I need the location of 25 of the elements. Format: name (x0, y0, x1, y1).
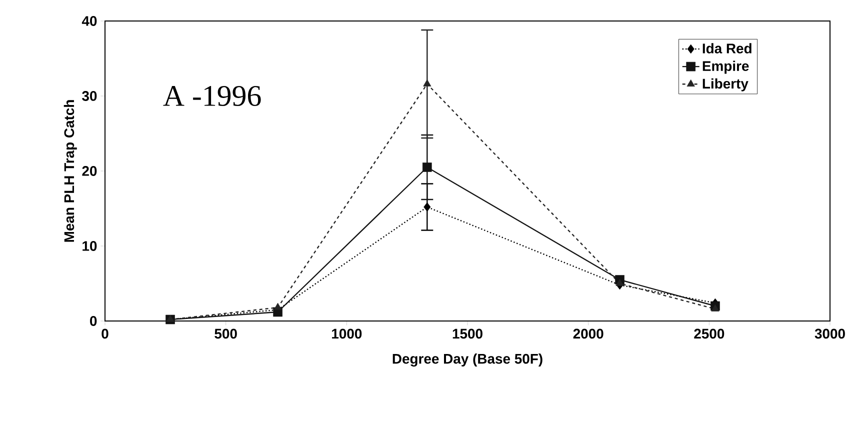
x-tick-label: 500 (214, 328, 237, 339)
legend-label: Liberty (702, 78, 748, 92)
point (424, 202, 431, 212)
x-axis-title: Degree Day (Base 50F) (392, 354, 542, 367)
y-tick-label: 30 (82, 91, 97, 101)
x-tick-label: 1000 (332, 328, 362, 339)
y-axis-title: Mean PLH Trap Catch (64, 100, 77, 242)
point (616, 278, 624, 286)
x-tick-label: 3000 (814, 328, 845, 339)
x-tick-label: 1500 (452, 328, 482, 339)
point (711, 304, 720, 312)
y-tick-label: 40 (82, 16, 97, 26)
y-tick-label: 10 (82, 241, 97, 251)
point (423, 79, 432, 86)
point (274, 302, 282, 310)
x-tick-label: 2500 (694, 328, 724, 339)
x-tick-label: 0 (102, 328, 108, 339)
y-tick-label: 0 (90, 316, 97, 326)
point (422, 162, 432, 172)
legend-label: Empire (702, 60, 749, 74)
annotation: A -1996 (163, 86, 261, 106)
legend-label: Ida Red (702, 43, 752, 54)
y-tick-label: 20 (82, 166, 97, 176)
x-tick-label: 2000 (573, 328, 604, 339)
point (166, 314, 174, 322)
